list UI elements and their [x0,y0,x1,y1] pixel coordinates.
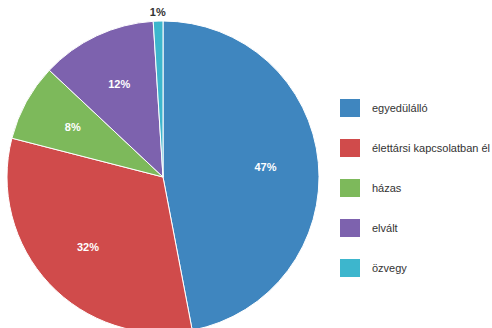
svg-text:32%: 32% [77,241,99,253]
html-text:elvált: elvált [372,222,398,234]
html-text:egyedülálló: egyedülálló [372,102,428,114]
html-text:élettársi kapcsolatban él: élettársi kapcsolatban él [372,142,490,154]
svg-text:12%: 12% [108,78,130,90]
svg-text:47%: 47% [254,161,276,173]
svg-text:1%: 1% [150,6,166,18]
svg-text:8%: 8% [65,121,81,133]
html-text:házas: házas [372,182,402,194]
html-text:özvegy: özvegy [372,262,407,274]
